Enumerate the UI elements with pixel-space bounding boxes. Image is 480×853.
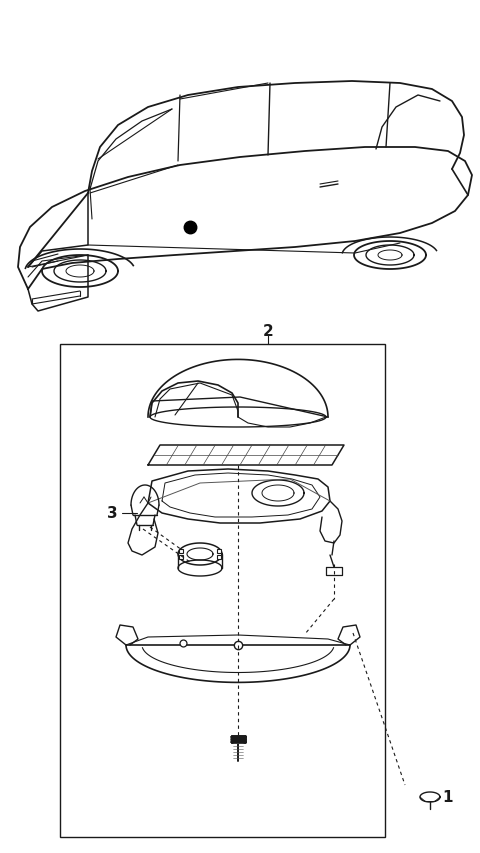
Text: 2: 2 xyxy=(263,324,274,339)
Bar xyxy=(60,345,385,837)
Text: 3: 3 xyxy=(107,506,117,521)
Text: 1: 1 xyxy=(443,790,453,804)
